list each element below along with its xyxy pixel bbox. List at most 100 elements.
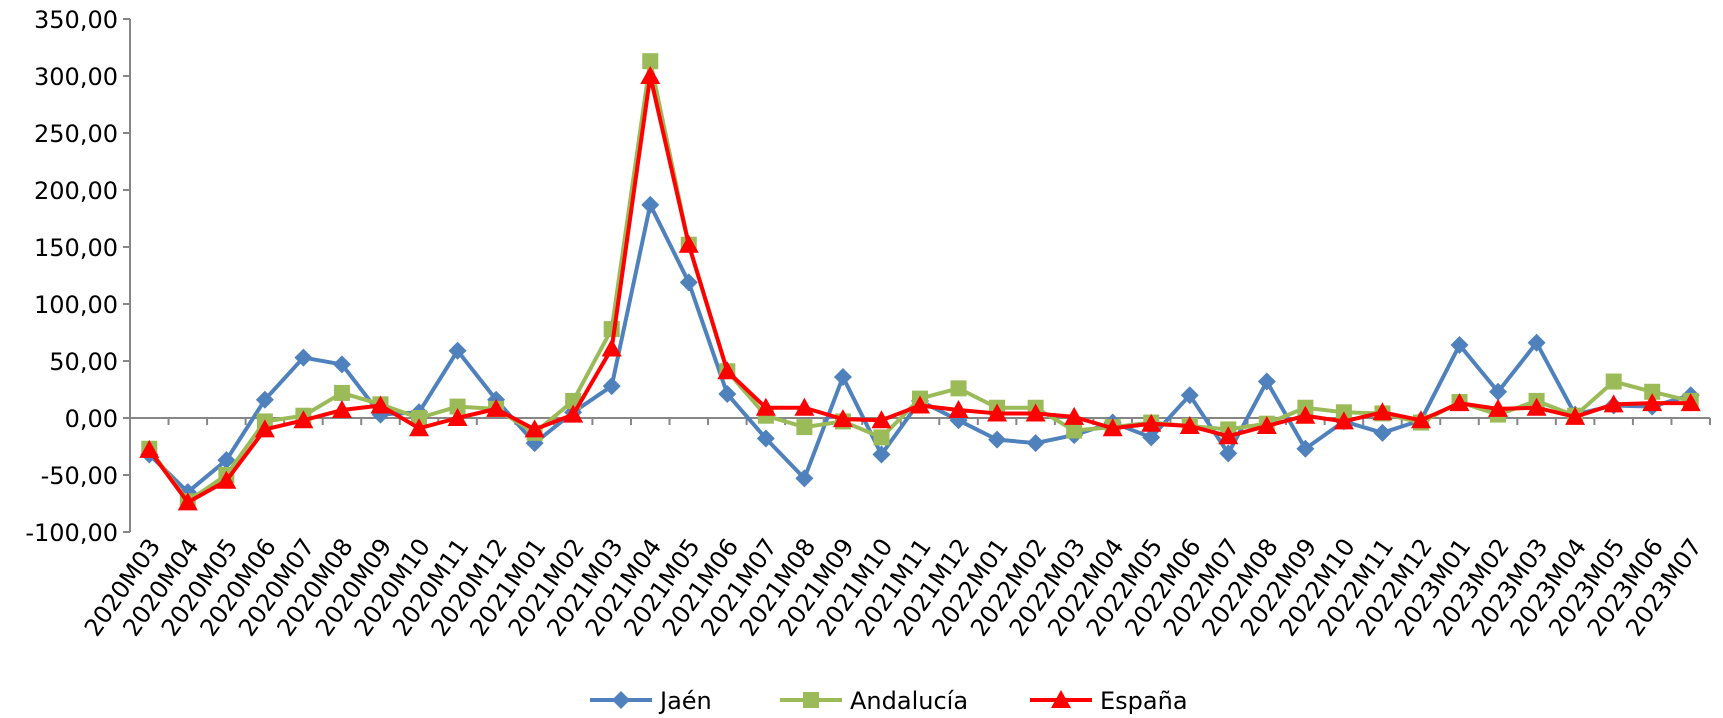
y-tick-label: 50,00 — [49, 348, 118, 376]
data-point — [1333, 411, 1354, 430]
data-point — [872, 445, 891, 464]
legend-item: Jaén — [590, 687, 712, 715]
data-point — [411, 410, 428, 426]
data-point — [1449, 393, 1470, 412]
data-point — [833, 367, 852, 386]
data-point — [1410, 410, 1431, 429]
data-point — [1296, 439, 1315, 458]
y-tick-label: 150,00 — [34, 234, 118, 262]
data-point — [796, 419, 813, 436]
data-point — [1603, 394, 1624, 413]
data-point — [293, 410, 314, 429]
y-tick-label: -50,00 — [41, 462, 118, 490]
data-point — [217, 451, 236, 470]
data-point — [563, 404, 584, 423]
data-point — [449, 398, 466, 415]
data-point — [254, 419, 275, 438]
data-point — [756, 429, 775, 448]
data-point — [1218, 426, 1239, 445]
series-2 — [141, 53, 1699, 510]
data-point — [1644, 383, 1661, 400]
data-point — [873, 429, 890, 446]
data-point — [987, 403, 1008, 422]
data-point — [679, 273, 698, 292]
data-point — [794, 397, 815, 416]
legend-item: España — [1030, 687, 1188, 715]
y-tick-label: 100,00 — [34, 291, 118, 319]
data-point — [1527, 333, 1546, 352]
series-line — [147, 74, 1691, 505]
series-3 — [139, 66, 1701, 511]
data-point — [370, 395, 391, 414]
data-point — [294, 348, 313, 367]
data-point — [1025, 403, 1046, 422]
data-point — [486, 398, 507, 417]
data-point — [871, 410, 892, 429]
data-point — [448, 341, 467, 360]
data-point — [950, 380, 967, 397]
y-tick-label: 350,00 — [34, 6, 118, 34]
data-point — [1256, 415, 1277, 434]
data-point — [331, 400, 352, 419]
data-point — [678, 234, 699, 253]
data-point — [642, 53, 659, 70]
y-axis: 350,00 300,00 250,00 200,00 150,00 100,00 50,0… — [25, 6, 131, 547]
data-point — [332, 355, 351, 374]
data-point — [216, 470, 237, 489]
data-point — [409, 418, 430, 437]
data-point — [640, 66, 661, 84]
legend-label: Jaén — [658, 687, 712, 715]
data-point — [1680, 393, 1701, 412]
series-layer — [139, 53, 1701, 511]
data-point — [524, 419, 545, 438]
data-point — [1450, 336, 1469, 355]
data-point — [1565, 406, 1586, 425]
data-point — [718, 385, 737, 404]
data-point — [755, 397, 776, 416]
data-point — [1295, 405, 1316, 424]
data-point — [1526, 397, 1547, 416]
data-point — [1373, 423, 1392, 442]
legend-label: España — [1100, 687, 1188, 715]
data-point — [1064, 406, 1085, 425]
data-point — [1026, 434, 1045, 453]
data-point — [988, 430, 1007, 449]
data-point — [948, 400, 969, 419]
data-point — [1142, 428, 1161, 447]
series-1 — [140, 195, 1700, 502]
data-point — [910, 395, 930, 414]
data-point — [1179, 415, 1200, 434]
data-point — [601, 338, 622, 357]
data-point — [1066, 422, 1083, 439]
legend-marker — [612, 691, 630, 709]
legend-marker — [803, 692, 819, 708]
data-point — [255, 390, 274, 409]
data-point — [641, 195, 660, 214]
data-point — [795, 469, 814, 488]
y-tick-label: 0,00 — [65, 405, 118, 433]
y-tick-label: 200,00 — [34, 177, 118, 205]
y-tick-label: -100,00 — [25, 519, 118, 547]
data-point — [1642, 393, 1663, 412]
data-point — [1219, 444, 1238, 463]
series-line — [147, 59, 1692, 504]
legend: Jaén Andalucía España — [590, 687, 1188, 715]
legend-label: Andalucía — [850, 687, 968, 715]
data-point — [1489, 382, 1508, 401]
data-point — [139, 439, 160, 458]
data-point — [832, 409, 853, 428]
legend-marker — [1051, 690, 1071, 708]
data-point — [447, 408, 468, 426]
y-tick-label: 300,00 — [34, 63, 118, 91]
y-tick-label: 250,00 — [34, 120, 118, 148]
data-point — [333, 384, 350, 401]
data-point — [1102, 418, 1123, 437]
data-point — [177, 492, 198, 511]
data-point — [1257, 372, 1276, 391]
legend-item: Andalucía — [780, 687, 968, 715]
data-point — [717, 361, 738, 380]
x-axis: 2020M032020M042020M052020M062020M072020M… — [79, 417, 1711, 641]
data-point — [1488, 398, 1509, 417]
data-point — [1605, 373, 1622, 390]
